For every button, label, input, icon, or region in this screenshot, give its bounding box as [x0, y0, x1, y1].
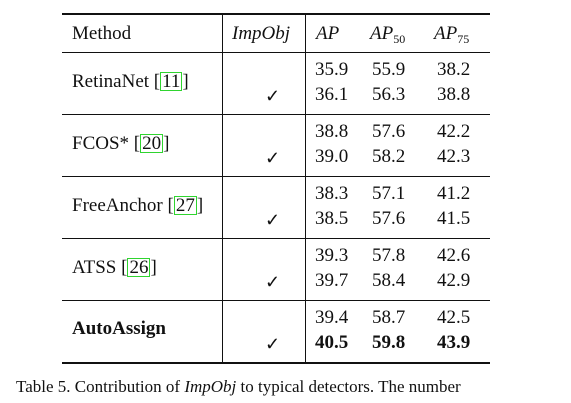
ap50-value: 57.6	[372, 121, 406, 142]
checkmark-icon: ✓	[265, 86, 281, 106]
ap-value: 35.9	[315, 59, 349, 80]
citation-link[interactable]: 11	[160, 71, 183, 92]
header-method: Method	[72, 23, 132, 44]
checkmark-icon: ✓	[265, 272, 281, 292]
ap-value: 36.1	[315, 84, 349, 105]
ap75-value: 42.2	[437, 121, 471, 142]
checkmark-icon: ✓	[265, 334, 281, 354]
citation-link[interactable]: 26	[127, 257, 151, 278]
header-impobj: ImpObj	[232, 23, 291, 44]
ap-value: 39.7	[315, 270, 349, 291]
ap50-value: 56.3	[372, 84, 406, 105]
ap75-value: 42.9	[437, 270, 471, 291]
method-name: RetinaNet	[72, 71, 150, 92]
method-name: ATSS	[72, 257, 117, 278]
ap50-value: 58.4	[372, 270, 406, 291]
header-ap75-base: AP	[434, 23, 458, 44]
ap-value: 39.4	[315, 307, 349, 328]
ap50-value: 58.2	[372, 146, 406, 167]
header-ap50-sub: 50	[393, 32, 406, 46]
ap-value: 39.3	[315, 245, 349, 266]
caption-suffix: to typical detectors. The number	[236, 377, 461, 396]
method-cell: ATSS [26]	[72, 257, 157, 278]
group-rule	[62, 238, 490, 239]
ap50-value: 57.6	[372, 208, 406, 229]
method-name: FreeAnchor	[72, 195, 163, 216]
ap-value: 38.3	[315, 183, 349, 204]
header-ap50-base: AP	[370, 23, 394, 44]
ap50-value-best: 59.8	[372, 332, 406, 353]
checkmark-icon: ✓	[265, 210, 281, 230]
header-ap50: AP50	[370, 23, 405, 45]
method-name: FCOS*	[72, 133, 130, 154]
column-separator	[222, 15, 223, 362]
table-caption: Table 5. Contribution of ImpObj to typic…	[16, 377, 461, 397]
method-cell: FCOS* [20]	[72, 133, 170, 154]
ap75-value-best: 43.9	[437, 332, 471, 353]
ap75-value: 38.8	[437, 84, 471, 105]
caption-prefix: Table 5. Contribution of	[16, 377, 185, 396]
table-bottom-rule	[62, 362, 490, 364]
ap-value-best: 40.5	[315, 332, 349, 353]
ap75-value: 42.5	[437, 307, 471, 328]
citation-link[interactable]: 20	[140, 133, 164, 154]
header-ap75-sub: 75	[457, 32, 470, 46]
ap-value: 38.5	[315, 208, 349, 229]
method-cell: FreeAnchor [27]	[72, 195, 204, 216]
table-top-rule	[62, 13, 490, 15]
header-rule	[62, 52, 490, 53]
header-ap75: AP75	[434, 23, 469, 45]
ap75-value: 42.6	[437, 245, 471, 266]
ap50-value: 55.9	[372, 59, 406, 80]
group-rule	[62, 300, 490, 301]
ap50-value: 57.8	[372, 245, 406, 266]
ap-value: 39.0	[315, 146, 349, 167]
ap75-value: 38.2	[437, 59, 471, 80]
ap75-value: 41.5	[437, 208, 471, 229]
column-separator	[305, 15, 306, 362]
header-ap: AP	[316, 23, 340, 44]
group-rule	[62, 114, 490, 115]
method-cell: RetinaNet [11]	[72, 71, 189, 92]
method-name: AutoAssign	[72, 318, 166, 339]
ap50-value: 57.1	[372, 183, 406, 204]
caption-italic: ImpObj	[184, 377, 237, 396]
ap75-value: 41.2	[437, 183, 471, 204]
group-rule	[62, 176, 490, 177]
checkmark-icon: ✓	[265, 148, 281, 168]
citation-link[interactable]: 27	[173, 195, 197, 216]
ap-value: 38.8	[315, 121, 349, 142]
ap75-value: 42.3	[437, 146, 471, 167]
ap50-value: 58.7	[372, 307, 406, 328]
